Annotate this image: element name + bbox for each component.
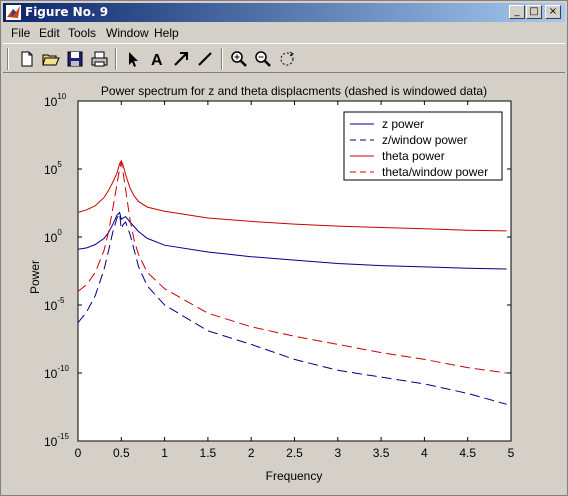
x-tick-label: 3 <box>334 446 341 460</box>
legend[interactable]: z power z/window power theta power theta/wi… <box>343 111 503 181</box>
insert-arrow-icon[interactable] <box>171 49 191 69</box>
series-line-0 <box>77 211 507 270</box>
minimize-button[interactable]: _ <box>509 5 525 19</box>
y-axis-label: Power <box>28 260 42 294</box>
maximize-button[interactable]: □ <box>526 5 542 19</box>
x-tick-label: 2.5 <box>286 446 303 460</box>
legend-box <box>343 111 503 181</box>
x-tick-label: 4.5 <box>459 446 476 460</box>
menu-window[interactable]: Window <box>106 26 149 40</box>
y-tick-base: 10 <box>44 435 58 449</box>
insert-line-icon[interactable] <box>195 49 215 69</box>
window-title: Figure No. 9 <box>25 5 109 19</box>
title-bar[interactable]: Figure No. 9 _ □ × <box>3 3 565 22</box>
maximize-icon: □ <box>529 6 539 17</box>
toolbar-separator <box>115 48 117 70</box>
y-tick-exponent: -10 <box>57 364 69 373</box>
new-file-icon[interactable] <box>17 49 37 69</box>
plot-canvas[interactable]: Power spectrum for z and theta displacme… <box>1 74 567 495</box>
y-tick-label: 10-10 <box>44 364 69 381</box>
figure-toolbar: A <box>3 43 565 73</box>
menu-edit[interactable]: Edit <box>39 26 60 40</box>
legend-label-3: theta/window power <box>382 165 488 179</box>
legend-label-2: theta power <box>382 149 445 163</box>
x-tick-label: 3.5 <box>373 446 390 460</box>
zoom-in-icon[interactable] <box>229 49 249 69</box>
series-line-2 <box>77 159 507 232</box>
open-folder-icon[interactable] <box>41 49 61 69</box>
x-axis-label: Frequency <box>266 469 323 483</box>
minimize-icon: _ <box>514 6 520 17</box>
y-tick-label: 1010 <box>44 92 67 109</box>
x-tick-label: 5 <box>508 446 515 460</box>
series-line-3 <box>77 162 507 374</box>
x-tick-label: 0 <box>75 446 82 460</box>
y-tick-base: 10 <box>44 95 58 109</box>
print-icon[interactable] <box>89 49 109 69</box>
y-tick-exponent: -15 <box>57 432 69 441</box>
insert-text-icon[interactable]: A <box>147 49 167 69</box>
select-arrow-icon[interactable] <box>123 49 143 69</box>
close-icon: × <box>548 6 558 17</box>
y-tick-exponent: 10 <box>57 92 66 101</box>
close-button[interactable]: × <box>545 5 561 19</box>
matlab-logo-icon <box>6 5 21 20</box>
y-tick-base: 10 <box>44 231 58 245</box>
y-tick-exponent: 0 <box>57 228 62 237</box>
legend-label-0: z power <box>382 117 424 131</box>
x-tick-label: 1 <box>161 446 168 460</box>
y-tick-label: 10-5 <box>44 296 65 313</box>
y-tick-label: 100 <box>44 228 62 245</box>
menu-tools[interactable]: Tools <box>68 26 97 40</box>
plot-lines <box>77 159 507 405</box>
axis-ticks: 0 0.5 1 1.5 2 2.5 3 3.5 4 4.5 5101010510010-510-10… <box>44 92 515 460</box>
svg-text:A: A <box>151 52 163 69</box>
x-tick-label: 0.5 <box>113 446 130 460</box>
save-icon[interactable] <box>65 49 85 69</box>
x-tick-label: 1.5 <box>200 446 217 460</box>
y-tick-label: 10-15 <box>44 432 69 449</box>
zoom-out-icon[interactable] <box>253 49 273 69</box>
menu-help[interactable]: Help <box>154 26 179 40</box>
x-tick-label: 4 <box>421 446 428 460</box>
chart-title: Power spectrum for z and theta displacme… <box>101 84 487 98</box>
y-tick-base: 10 <box>44 367 58 381</box>
toolbar-grip <box>7 48 9 70</box>
y-tick-exponent: -5 <box>57 296 65 305</box>
toolbar-separator <box>221 48 223 70</box>
rotate-icon[interactable] <box>277 49 297 69</box>
y-tick-label: 105 <box>44 160 62 177</box>
x-tick-label: 2 <box>248 446 255 460</box>
legend-label-1: z/window power <box>382 133 467 147</box>
menu-file[interactable]: File <box>11 26 31 40</box>
y-tick-base: 10 <box>44 299 58 313</box>
menu-bar: File Edit Tools Window Help <box>3 22 565 42</box>
y-tick-exponent: 5 <box>57 160 62 169</box>
series-line-1 <box>77 212 507 405</box>
y-tick-base: 10 <box>44 163 58 177</box>
